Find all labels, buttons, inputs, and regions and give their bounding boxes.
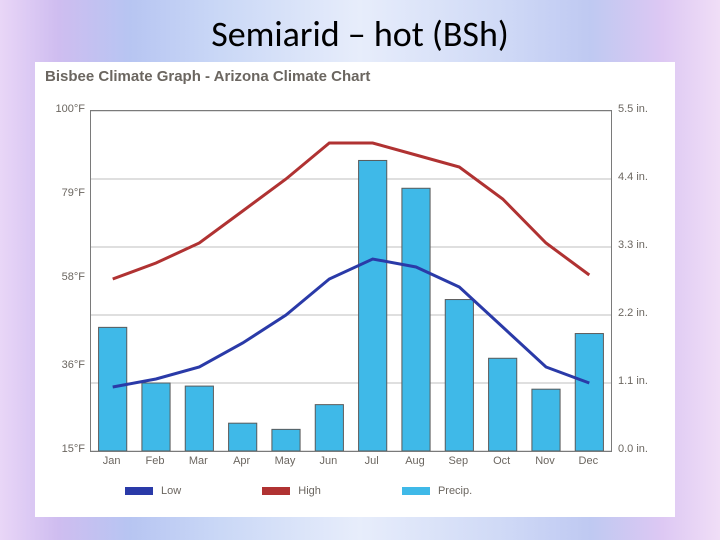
- legend-label-high: High: [298, 485, 321, 497]
- month-label: Jul: [354, 455, 390, 467]
- month-label: Dec: [570, 455, 606, 467]
- temp-axis-label: 15°F: [40, 443, 85, 455]
- month-label: May: [267, 455, 303, 467]
- month-label: Nov: [527, 455, 563, 467]
- precip-axis-label: 2.2 in.: [618, 307, 673, 319]
- climate-chart-plot: [90, 110, 612, 452]
- temp-axis-label: 100°F: [40, 103, 85, 115]
- climate-chart-card: Bisbee Climate Graph - Arizona Climate C…: [35, 62, 675, 517]
- month-label: Mar: [180, 455, 216, 467]
- precip-axis-label: 5.5 in.: [618, 103, 673, 115]
- month-label: Apr: [224, 455, 260, 467]
- month-label: Jan: [94, 455, 130, 467]
- precip-axis-label: 3.3 in.: [618, 239, 673, 251]
- month-label: Aug: [397, 455, 433, 467]
- temp-axis-label: 36°F: [40, 359, 85, 371]
- chart-legend: Low High Precip.: [95, 485, 655, 505]
- legend-swatch-high: [262, 487, 290, 495]
- precip-axis-label: 4.4 in.: [618, 171, 673, 183]
- month-label: Sep: [440, 455, 476, 467]
- legend-swatch-precip: [402, 487, 430, 495]
- legend-swatch-low: [125, 487, 153, 495]
- slide-background: Semiarid – hot (BSh) Bisbee Climate Grap…: [0, 0, 720, 540]
- precip-axis-label: 0.0 in.: [618, 443, 673, 455]
- month-label: Feb: [137, 455, 173, 467]
- month-label: Oct: [484, 455, 520, 467]
- chart-title: Bisbee Climate Graph - Arizona Climate C…: [45, 68, 370, 85]
- legend-label-precip: Precip.: [438, 485, 472, 497]
- temp-axis-label: 58°F: [40, 271, 85, 283]
- slide-title: Semiarid – hot (BSh): [0, 12, 720, 56]
- temp-axis-label: 79°F: [40, 187, 85, 199]
- precip-axis-label: 1.1 in.: [618, 375, 673, 387]
- legend-label-low: Low: [161, 485, 181, 497]
- month-label: Jun: [310, 455, 346, 467]
